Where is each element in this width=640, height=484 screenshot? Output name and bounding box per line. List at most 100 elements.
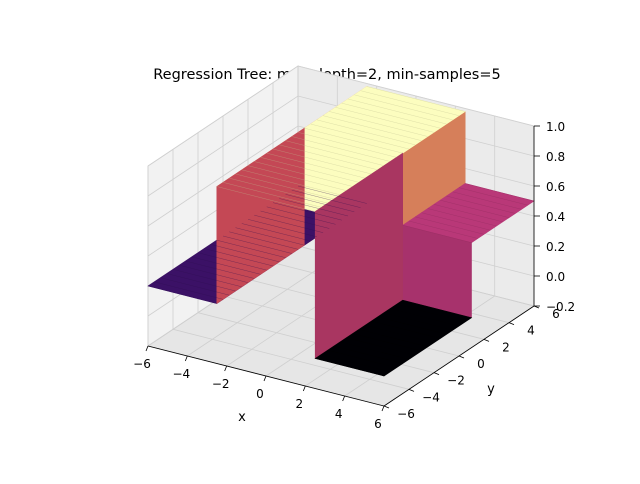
mesh-line xyxy=(235,173,334,200)
z-grid-line xyxy=(147,65,535,167)
mesh-line xyxy=(390,308,460,327)
mesh-line xyxy=(291,136,391,162)
mesh-line xyxy=(297,185,367,204)
mesh-line xyxy=(210,244,280,263)
x-tick xyxy=(224,365,228,372)
mesh-line xyxy=(310,123,409,150)
mesh-line xyxy=(354,94,453,121)
mesh-line xyxy=(440,199,510,218)
mesh-line xyxy=(383,312,453,331)
mesh-line xyxy=(254,161,353,187)
mesh-line xyxy=(346,337,416,356)
mesh-line xyxy=(229,177,328,204)
mesh-line xyxy=(266,206,336,225)
mesh-line xyxy=(446,195,516,214)
z-tick-label: −0.2 xyxy=(546,300,575,314)
mesh-line xyxy=(279,144,378,171)
x-axis-label: x xyxy=(238,410,246,425)
mesh-line xyxy=(216,186,316,212)
x-tick xyxy=(145,345,149,352)
mesh-line xyxy=(154,281,224,300)
mesh-line xyxy=(223,182,322,208)
mesh-line xyxy=(377,316,447,335)
surface-wall xyxy=(216,127,305,305)
mesh-line xyxy=(304,127,403,154)
x-tick xyxy=(263,375,267,382)
y-tick xyxy=(408,388,415,392)
mesh-line xyxy=(272,202,342,221)
mesh-line xyxy=(254,214,324,233)
mesh-line xyxy=(248,165,347,191)
mesh-line xyxy=(235,227,305,246)
mesh-line xyxy=(340,341,410,360)
x-tick-label: −6 xyxy=(133,357,151,371)
y-tick-label: −6 xyxy=(397,407,415,421)
y-tick xyxy=(483,338,490,342)
y-tick xyxy=(508,322,515,326)
mesh-line xyxy=(291,189,361,208)
y-axis-label: y xyxy=(487,382,495,397)
mesh-line xyxy=(260,157,359,183)
mesh-line xyxy=(247,219,317,238)
mesh-line xyxy=(452,191,522,210)
mesh-line xyxy=(465,183,535,202)
mesh-line xyxy=(266,152,366,179)
mesh-line xyxy=(285,140,384,166)
z-tick-label: 0.4 xyxy=(546,210,565,224)
mesh-line xyxy=(191,256,261,275)
mesh-line xyxy=(222,235,292,254)
mesh-line xyxy=(172,269,242,288)
mesh-line xyxy=(371,320,441,339)
x-tick-label: 2 xyxy=(296,397,304,411)
mesh-line xyxy=(204,248,274,267)
x-tick xyxy=(302,385,306,392)
mesh-line xyxy=(366,86,466,112)
mesh-line xyxy=(185,260,255,279)
y-tick-label: 6 xyxy=(552,307,560,321)
z-tick-label: 0.0 xyxy=(546,270,565,284)
surface xyxy=(147,85,535,377)
mesh-line xyxy=(166,273,236,292)
mesh-line xyxy=(315,358,385,377)
x-tick xyxy=(381,405,385,412)
y-tick xyxy=(458,355,465,359)
mesh-line xyxy=(421,212,491,231)
y-tick-label: 2 xyxy=(502,340,510,354)
mesh-line xyxy=(327,349,397,368)
mesh-line xyxy=(329,111,428,137)
mesh-line xyxy=(458,187,528,206)
z-tick-label: 0.2 xyxy=(546,240,565,254)
mesh-line xyxy=(279,198,349,217)
x-tick-label: −4 xyxy=(172,367,190,381)
mesh-line xyxy=(216,239,286,258)
x-tick-label: 4 xyxy=(335,407,343,421)
mesh-line xyxy=(365,324,435,343)
y-tick xyxy=(433,372,440,376)
mesh-line xyxy=(352,333,422,352)
mesh-line xyxy=(341,102,441,129)
mesh-line xyxy=(408,220,478,239)
mesh-line xyxy=(285,194,355,213)
mesh-line xyxy=(241,169,341,196)
tick-labels: −6−4−20246−6−4−20246−0.20.00.20.40.60.81… xyxy=(133,120,575,431)
mesh-line xyxy=(179,264,249,283)
y-tick-label: 0 xyxy=(477,357,485,371)
mesh-line xyxy=(348,98,447,125)
mesh-line xyxy=(427,208,497,227)
z-tick-label: 1.0 xyxy=(546,120,565,134)
mesh-line xyxy=(321,354,391,373)
y-tick-label: −2 xyxy=(447,374,465,388)
mesh-line xyxy=(323,115,422,141)
mesh-line xyxy=(402,299,472,318)
mesh-line xyxy=(415,216,485,235)
y-tick xyxy=(383,405,390,409)
y-tick-label: 4 xyxy=(527,324,535,338)
mesh-line xyxy=(241,223,311,242)
mesh-line xyxy=(147,285,217,304)
mesh-line xyxy=(396,304,466,323)
mesh-line xyxy=(358,329,428,348)
z-tick-label: 0.8 xyxy=(546,150,565,164)
x-tick-label: 6 xyxy=(374,417,382,431)
